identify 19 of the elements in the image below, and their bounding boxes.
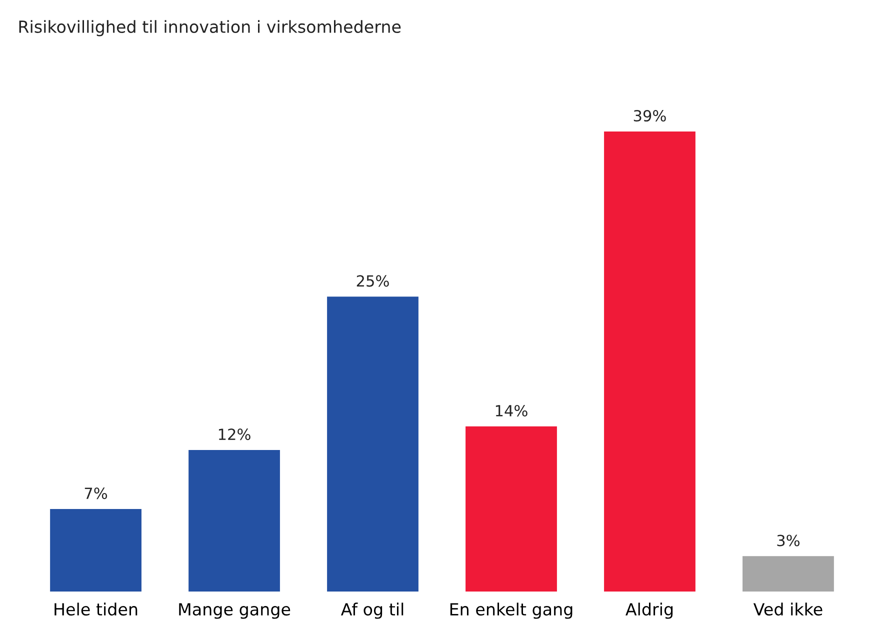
chart-title: Risikovillighed til innovation i virksomhederne (19, 20, 401, 36)
x-tick-label: Aldrig (626, 602, 673, 619)
bar (188, 450, 280, 592)
data-label: 7% (84, 488, 108, 500)
x-tick-label: Mange gange (179, 603, 290, 619)
bar (466, 426, 557, 592)
bar (742, 556, 834, 592)
x-tick-label: Hele tiden (54, 602, 138, 616)
x-tick-label: Af og til (340, 602, 404, 619)
bar (604, 131, 696, 592)
x-tick-label: Ved ikke (753, 602, 822, 616)
data-label: 14% (496, 404, 528, 416)
data-label: 25% (356, 275, 389, 287)
data-label: 12% (218, 428, 250, 440)
bar (50, 508, 142, 592)
bar (327, 296, 418, 592)
data-label: 3% (777, 534, 800, 546)
x-tick-label: En enkelt gang (450, 602, 572, 619)
data-label: 39% (634, 110, 666, 122)
